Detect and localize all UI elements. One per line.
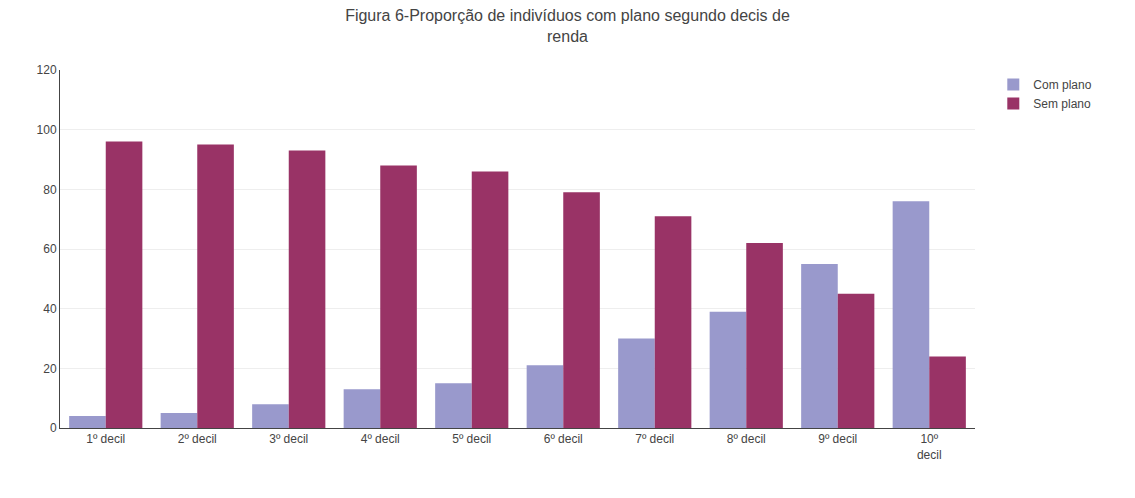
svg-text:7º decil: 7º decil (635, 432, 674, 446)
svg-text:Figura 6-Proporção de indivídu: Figura 6-Proporção de indivíduos com pla… (345, 7, 790, 45)
svg-text:40: 40 (43, 302, 57, 316)
svg-text:20: 20 (43, 362, 57, 376)
svg-text:2º decil: 2º decil (178, 432, 217, 446)
svg-text:1º decil: 1º decil (86, 432, 125, 446)
svg-text:0: 0 (50, 421, 57, 435)
svg-text:6º decil: 6º decil (544, 432, 583, 446)
svg-text:Sem plano: Sem plano (1033, 97, 1091, 111)
svg-text:4º decil: 4º decil (361, 432, 400, 446)
svg-text:100: 100 (37, 123, 57, 137)
svg-text:60: 60 (43, 242, 57, 256)
svg-text:8º decil: 8º decil (727, 432, 766, 446)
svg-text:80: 80 (43, 183, 57, 197)
svg-text:3º decil: 3º decil (269, 432, 308, 446)
svg-text:5º decil: 5º decil (452, 432, 491, 446)
svg-text:Com plano: Com plano (1033, 78, 1091, 92)
svg-text:9º decil: 9º decil (818, 432, 857, 446)
svg-text:120: 120 (37, 63, 57, 77)
svg-text:10ºdecil: 10ºdecil (917, 432, 942, 462)
